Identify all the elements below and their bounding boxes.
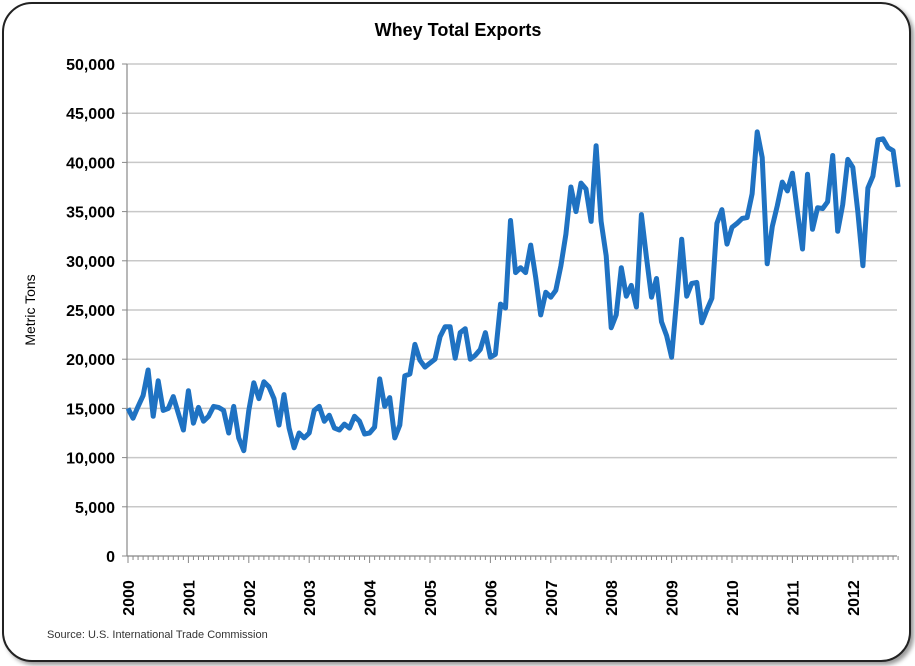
x-tick-label: 2002	[242, 580, 259, 616]
y-tick-label: 35,000	[66, 205, 115, 222]
x-tick-label: 2007	[544, 580, 561, 616]
y-tick-label: 40,000	[66, 155, 115, 172]
x-tick-label: 2009	[665, 580, 682, 616]
y-tick-label: 20,000	[66, 352, 115, 369]
y-tick-label: 50,000	[66, 57, 115, 74]
y-tick-label: 30,000	[66, 254, 115, 271]
x-tick-label: 2005	[423, 580, 440, 616]
y-tick-label: 45,000	[66, 106, 115, 123]
x-tick-label: 2010	[725, 580, 742, 616]
y-tick-label: 5,000	[75, 500, 115, 517]
source-note: Source: U.S. International Trade Commiss…	[47, 629, 268, 641]
x-tick-label: 2006	[483, 580, 500, 616]
chart-title: Whey Total Exports	[375, 20, 542, 40]
series-line	[125, 129, 901, 454]
x-tick-label: 2001	[181, 580, 198, 616]
x-tick-label: 2004	[363, 580, 380, 616]
x-tick-label: 2003	[302, 580, 319, 616]
y-tick-label: 10,000	[66, 451, 115, 468]
y-tick-label: 15,000	[66, 401, 115, 418]
y-axis-label: Metric Tons	[22, 274, 38, 345]
x-tick-label: 2012	[846, 580, 863, 616]
x-tick-label: 2000	[121, 580, 138, 616]
x-tick-label: 2008	[604, 580, 621, 616]
x-tick-label: 2011	[785, 581, 802, 616]
y-tick-label: 25,000	[66, 303, 115, 320]
y-tick-label: 0	[106, 549, 115, 566]
